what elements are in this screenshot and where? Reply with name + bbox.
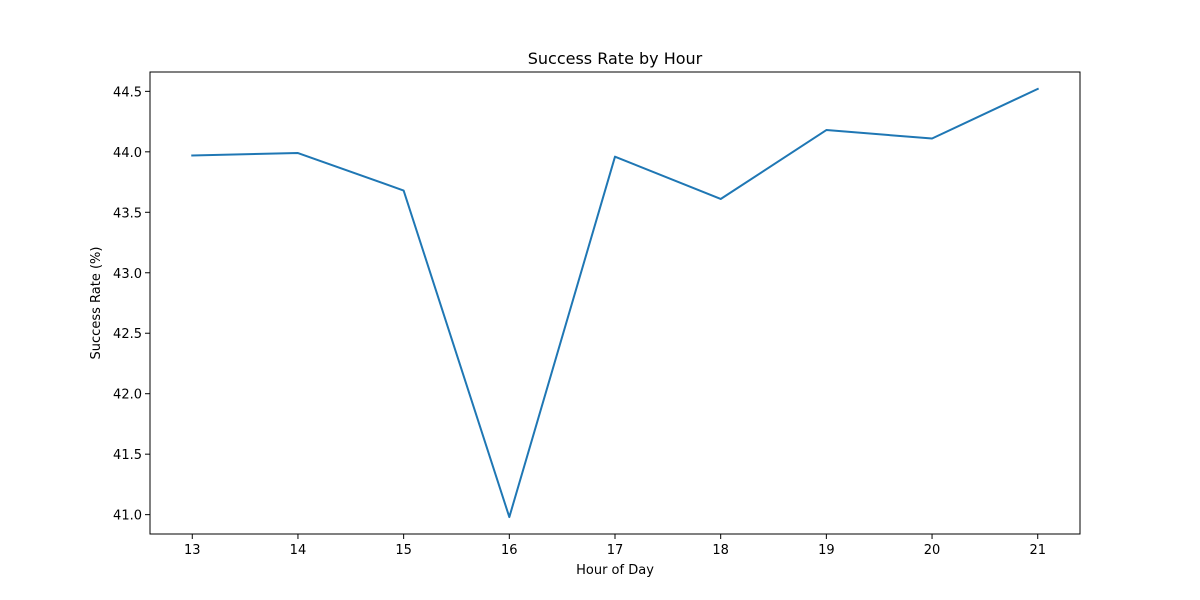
x-tick-label: 20	[924, 543, 941, 558]
x-tick-label: 16	[501, 543, 518, 558]
y-tick-label: 44.5	[113, 85, 142, 100]
x-tick-label: 15	[395, 543, 412, 558]
x-axis-label: Hour of Day	[576, 563, 654, 578]
plot-area: 13 14 15 16 17 18 19 20 21 41.0 41.5 42.0 42.5 43.0 43…	[113, 71, 1081, 558]
y-tick-label: 42.0	[113, 388, 142, 403]
x-tick-label: 13	[184, 543, 201, 558]
x-tick-label: 18	[712, 543, 729, 558]
x-tick-label: 14	[290, 543, 307, 558]
chart-title: Success Rate by Hour	[528, 49, 703, 68]
x-tick-label: 21	[1029, 543, 1046, 558]
y-tick-label: 43.5	[113, 206, 142, 221]
y-tick-label: 41.5	[113, 448, 142, 463]
y-tick-label: 41.0	[113, 509, 142, 524]
y-tick-label: 44.0	[113, 146, 142, 161]
x-tick-label: 19	[818, 543, 835, 558]
y-tick-label: 43.0	[113, 267, 142, 282]
y-tick-label: 42.5	[113, 327, 142, 342]
x-tick-label: 17	[607, 543, 624, 558]
y-axis-label: Success Rate (%)	[89, 247, 104, 360]
series-line	[191, 87, 1040, 519]
